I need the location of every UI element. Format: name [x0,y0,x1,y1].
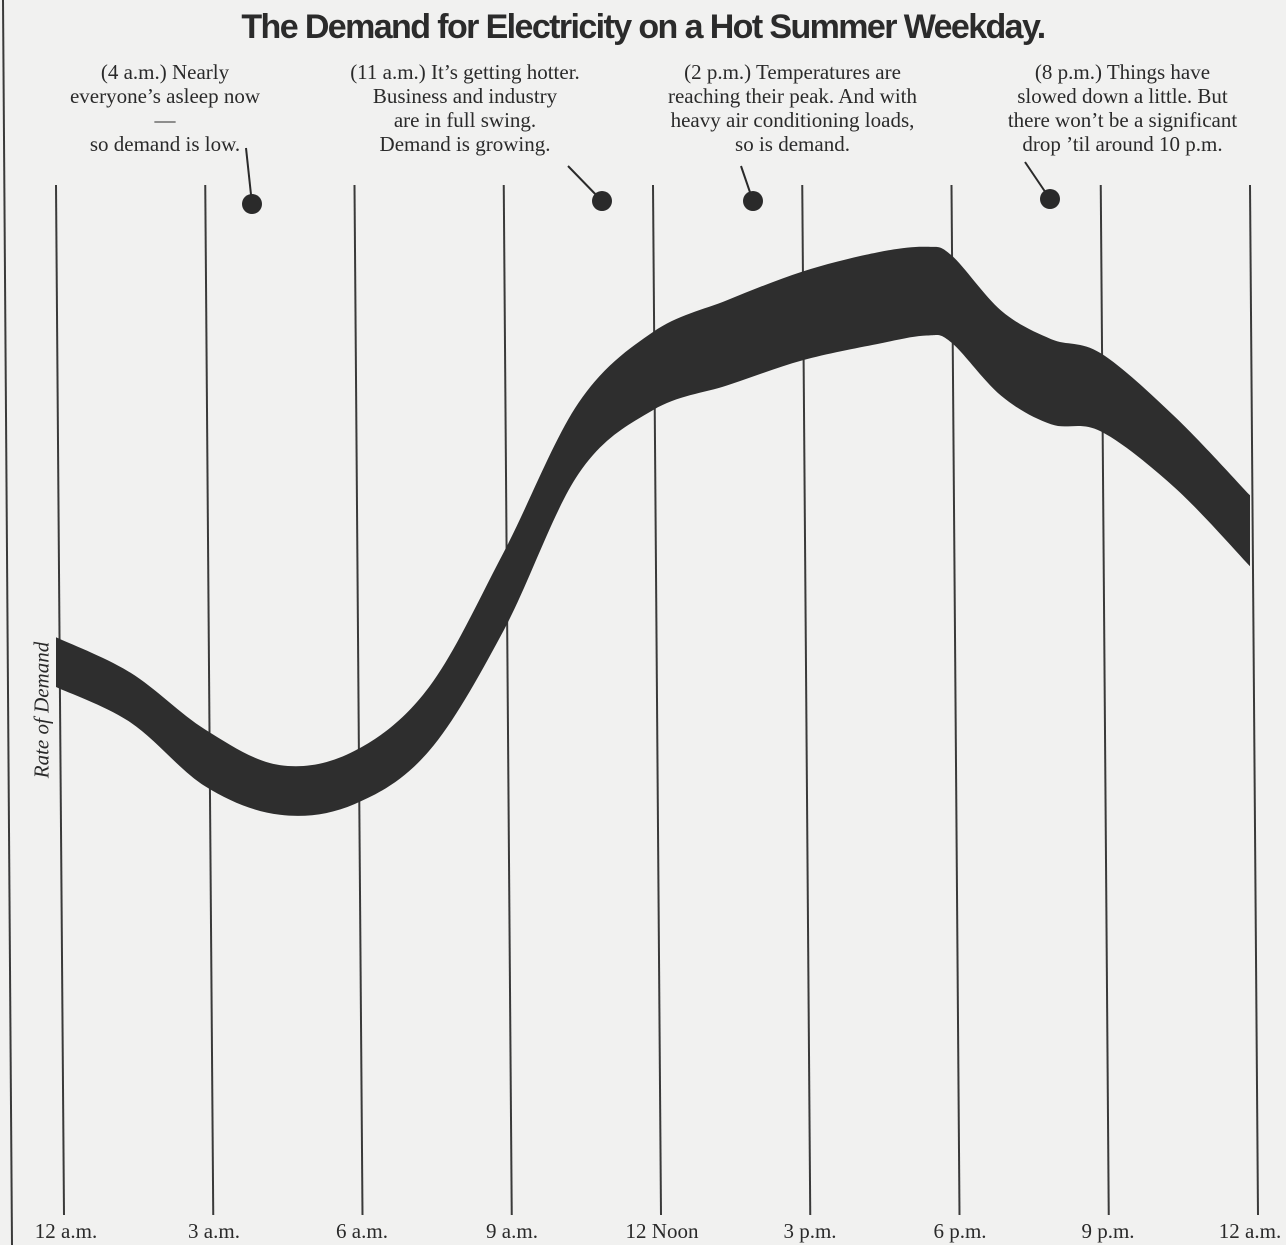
x-tick-label-9am: 9 a.m. [486,1219,538,1243]
gridline-3am [204,184,215,1216]
gridline-12am-end [1249,184,1259,1216]
annotation-4am: (4 a.m.) Nearly everyone’s asleep now— s… [69,60,261,156]
x-tick-label-6pm: 6 p.m. [933,1219,987,1243]
gridline-6pm [950,184,961,1216]
y-axis-label: Rate of Demand [29,641,54,779]
annotation-dot-11am [592,191,612,211]
demand-band [56,246,1250,816]
annotation-dot-4am [242,194,262,214]
gridline-9am [502,184,513,1216]
annotation-11am: (11 a.m.) It’s getting hotter. Business … [350,60,580,156]
annotation-8pm: (8 p.m.) Things have slowed down a littl… [1007,60,1238,156]
annotation-dot-2pm [743,191,763,211]
x-tick-label-12noon: 12 Noon [625,1219,699,1243]
x-tick-label-6am: 6 a.m. [336,1219,388,1243]
gridline-9pm [1099,184,1110,1216]
x-tick-label-12am: 12 a.m. [34,1219,98,1243]
gridline-12am [55,184,65,1216]
x-tick-label-3pm: 3 p.m. [783,1219,837,1243]
chart-title: The Demand for Electricity on a Hot Summ… [241,8,1046,46]
x-tick-label-3am: 3 a.m. [188,1219,240,1243]
annotation-2pm: (2 p.m.) Temperatures are reaching their… [667,60,917,156]
page-edge-rule [2,0,13,1245]
x-tick-label-12am-end: 12 a.m. [1218,1219,1282,1243]
gridline-6am [353,184,364,1216]
annotation-dot-8pm [1040,189,1060,209]
x-tick-label-9pm: 9 p.m. [1081,1219,1135,1243]
